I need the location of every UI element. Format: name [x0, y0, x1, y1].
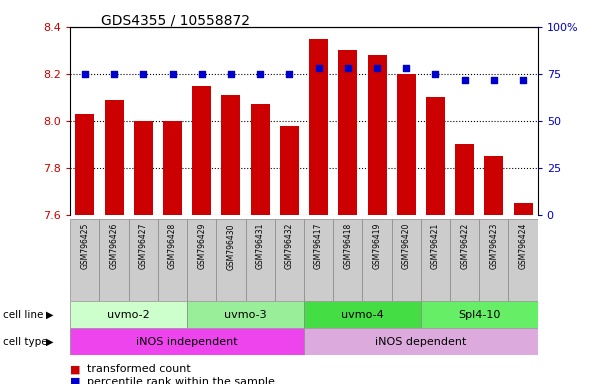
- Point: [489, 76, 499, 83]
- Bar: [426, 98, 445, 215]
- Text: ■: ■: [70, 377, 81, 384]
- Bar: [309, 39, 328, 215]
- Bar: [100, 219, 129, 301]
- Text: cell type: cell type: [3, 337, 48, 347]
- Bar: [280, 126, 299, 215]
- Point: [167, 71, 177, 77]
- Bar: [304, 328, 538, 355]
- Bar: [192, 86, 211, 215]
- Point: [80, 71, 90, 77]
- Bar: [450, 219, 479, 301]
- Text: uvmo-2: uvmo-2: [108, 310, 150, 320]
- Point: [313, 65, 323, 71]
- Bar: [485, 156, 503, 215]
- Bar: [75, 114, 94, 215]
- Bar: [392, 219, 421, 301]
- Point: [226, 71, 236, 77]
- Point: [255, 71, 265, 77]
- Bar: [508, 219, 538, 301]
- Text: cell line: cell line: [3, 310, 43, 320]
- Bar: [479, 219, 508, 301]
- Text: ▶: ▶: [46, 310, 53, 320]
- Bar: [362, 219, 392, 301]
- Bar: [275, 219, 304, 301]
- Text: ■: ■: [70, 364, 81, 374]
- Text: GSM796426: GSM796426: [109, 223, 119, 270]
- Point: [197, 71, 207, 77]
- Text: uvmo-4: uvmo-4: [341, 310, 384, 320]
- Bar: [246, 219, 275, 301]
- Bar: [134, 121, 153, 215]
- Text: GSM796425: GSM796425: [81, 223, 89, 270]
- Point: [431, 71, 441, 77]
- Text: GSM796420: GSM796420: [401, 223, 411, 270]
- Text: GSM796429: GSM796429: [197, 223, 207, 270]
- Bar: [421, 219, 450, 301]
- Bar: [187, 219, 216, 301]
- Bar: [70, 301, 187, 328]
- Point: [518, 76, 528, 83]
- Text: GSM796431: GSM796431: [255, 223, 265, 270]
- Bar: [163, 121, 182, 215]
- Text: GSM796432: GSM796432: [285, 223, 294, 270]
- Text: GSM796424: GSM796424: [519, 223, 527, 270]
- Bar: [333, 219, 362, 301]
- Point: [285, 71, 295, 77]
- Text: GSM796421: GSM796421: [431, 223, 440, 269]
- Point: [372, 65, 382, 71]
- Bar: [455, 144, 474, 215]
- Text: transformed count: transformed count: [87, 364, 191, 374]
- Point: [139, 71, 148, 77]
- Text: percentile rank within the sample: percentile rank within the sample: [87, 377, 275, 384]
- Bar: [216, 219, 246, 301]
- Text: GSM796419: GSM796419: [373, 223, 381, 270]
- Bar: [158, 219, 187, 301]
- Text: GSM796418: GSM796418: [343, 223, 353, 269]
- Bar: [70, 328, 304, 355]
- Bar: [338, 50, 357, 215]
- Point: [109, 71, 119, 77]
- Bar: [421, 301, 538, 328]
- Bar: [367, 55, 387, 215]
- Text: iNOS independent: iNOS independent: [136, 337, 238, 347]
- Bar: [397, 74, 415, 215]
- Bar: [187, 301, 304, 328]
- Bar: [104, 100, 123, 215]
- Point: [343, 65, 353, 71]
- Text: GSM796428: GSM796428: [168, 223, 177, 269]
- Text: Spl4-10: Spl4-10: [458, 310, 500, 320]
- Point: [459, 76, 469, 83]
- Text: uvmo-3: uvmo-3: [224, 310, 267, 320]
- Text: ▶: ▶: [46, 337, 53, 347]
- Text: GSM796427: GSM796427: [139, 223, 148, 270]
- Text: GDS4355 / 10558872: GDS4355 / 10558872: [101, 13, 250, 27]
- Point: [401, 65, 411, 71]
- Text: GSM796417: GSM796417: [314, 223, 323, 270]
- Text: GSM796422: GSM796422: [460, 223, 469, 269]
- Bar: [304, 219, 333, 301]
- Text: iNOS dependent: iNOS dependent: [375, 337, 467, 347]
- Bar: [221, 95, 241, 215]
- Bar: [70, 219, 100, 301]
- Text: GSM796423: GSM796423: [489, 223, 499, 270]
- Bar: [304, 301, 421, 328]
- Text: GSM796430: GSM796430: [227, 223, 235, 270]
- Bar: [514, 203, 533, 215]
- Bar: [129, 219, 158, 301]
- Bar: [251, 104, 269, 215]
